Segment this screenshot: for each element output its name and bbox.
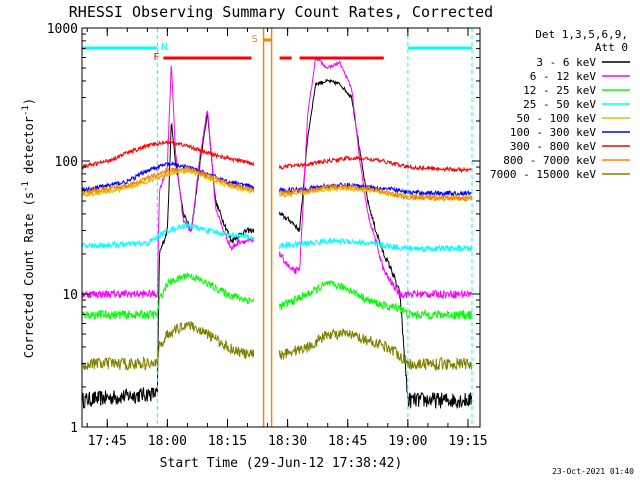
series-line-6-after-gap bbox=[277, 154, 472, 174]
flag-label-n: N bbox=[161, 42, 167, 53]
legend-label: 6 - 12 keV bbox=[530, 70, 597, 83]
legend-header-2: Att 0 bbox=[595, 41, 628, 54]
y-axis-label-mid: detector bbox=[22, 116, 36, 181]
series-line-0-before-gap bbox=[81, 113, 256, 409]
flag-label-f: F bbox=[153, 52, 159, 63]
series-line-5-before-gap bbox=[81, 160, 256, 193]
series-line-6-before-gap bbox=[81, 139, 256, 170]
annotation-layer: FN S bbox=[82, 28, 473, 427]
legend-label: 50 - 100 keV bbox=[517, 112, 597, 125]
x-tick-label: 17:45 bbox=[88, 434, 127, 449]
y-axis-label-exp1: -1 bbox=[21, 181, 31, 192]
y-tick-label: 10 bbox=[62, 288, 78, 303]
legend-label: 25 - 50 keV bbox=[523, 98, 596, 111]
y-tick-label: 100 bbox=[55, 155, 78, 170]
legend-header-1: Det 1,3,5,6,9, bbox=[535, 28, 628, 41]
series-line-2-after-gap bbox=[277, 279, 473, 321]
series-line-8-before-gap bbox=[81, 320, 256, 371]
x-tick-label: 18:30 bbox=[268, 434, 307, 449]
series-line-7-after-gap bbox=[277, 183, 473, 203]
series-line-1-before-gap bbox=[81, 65, 256, 300]
legend-label: 7000 - 15000 keV bbox=[490, 168, 596, 181]
axis-layer: 17:45 18:00 18:15 18:30 18:45 19:00 19:15 1 10 10… bbox=[47, 22, 488, 449]
plot-frame bbox=[81, 27, 481, 428]
chart-title: RHESSI Observing Summary Count Rates, Co… bbox=[69, 3, 493, 21]
x-tick-label: 18:00 bbox=[148, 434, 187, 449]
x-tick-label: 18:15 bbox=[208, 434, 247, 449]
legend-label: 12 - 25 keV bbox=[523, 84, 596, 97]
x-tick-label: 19:00 bbox=[388, 434, 427, 449]
y-axis-label-end: ) bbox=[22, 98, 36, 105]
y-axis-label-main: Corrected Count Rate (s bbox=[22, 192, 36, 358]
y-axis-label-exp2: -1 bbox=[21, 105, 31, 116]
series-line-2-before-gap bbox=[81, 272, 256, 321]
y-tick-label: 1000 bbox=[47, 22, 78, 37]
series-line-3-before-gap bbox=[81, 221, 256, 250]
series-line-1-after-gap bbox=[277, 57, 473, 300]
x-tick-label: 19:15 bbox=[448, 434, 487, 449]
legend-label: 300 - 800 keV bbox=[510, 140, 596, 153]
x-tick-label: 18:45 bbox=[328, 434, 367, 449]
legend-label: 3 - 6 keV bbox=[536, 56, 596, 69]
flag-label-s: S bbox=[252, 34, 258, 45]
y-tick-label: 1 bbox=[70, 421, 78, 436]
legend-label: 800 - 7000 keV bbox=[503, 154, 596, 167]
x-axis-label: Start Time (29-Jun-12 17:38:42) bbox=[160, 456, 403, 471]
series-line-3-after-gap bbox=[277, 237, 473, 253]
series-layer bbox=[81, 57, 473, 409]
series-line-0-after-gap bbox=[277, 78, 473, 409]
series-line-7-before-gap bbox=[82, 165, 256, 197]
y-axis-label: Corrected Count Rate (s-1 detector-1) bbox=[21, 98, 36, 358]
timestamp: 23-Oct-2021 01:40 bbox=[552, 467, 634, 476]
legend-label: 100 - 300 keV bbox=[510, 126, 596, 139]
series-line-8-after-gap bbox=[277, 328, 473, 372]
